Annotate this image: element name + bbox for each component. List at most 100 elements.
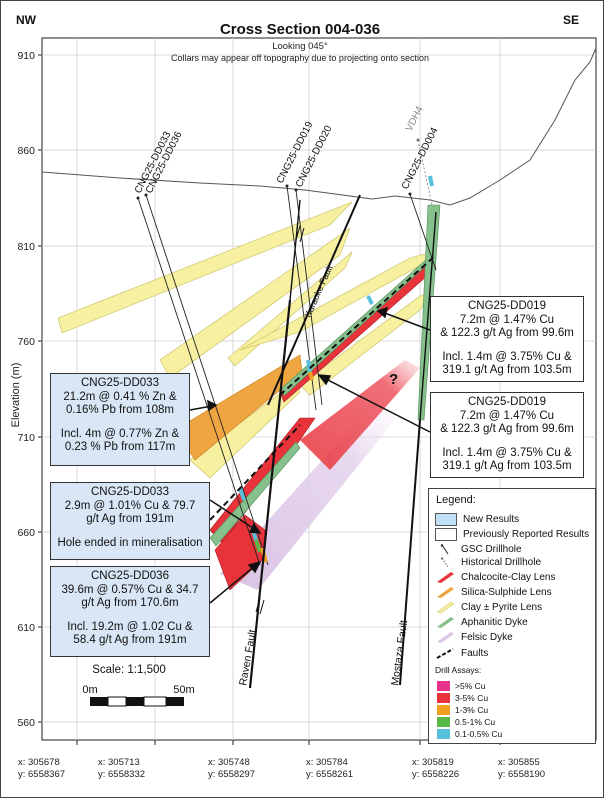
assay-item-gt5: >5% Cu xyxy=(437,680,485,691)
coord-2: x: 305713 y: 6558332 xyxy=(98,757,145,781)
assay-title: Drill Assays: xyxy=(435,665,482,675)
assay-label-1-3: 1-3% Cu xyxy=(455,704,489,715)
legend-label-previous-results: Previously Reported Results xyxy=(463,529,590,540)
callout-dd033-zn-line1: 21.2m @ 0.41 % Zn & xyxy=(63,390,177,403)
fault-arrow-1 xyxy=(295,225,301,241)
legend-item-chalcocite: Chalcocite-Clay Lens xyxy=(435,571,556,584)
dashed-fault-upper xyxy=(279,254,437,396)
callout-dd036-line2: g/t Ag from 170.6m xyxy=(81,597,179,609)
mostaza-fault-line xyxy=(399,419,421,686)
leader-dd019-b-head xyxy=(317,374,332,386)
assay-item-01-05: 0.1-0.5% Cu xyxy=(437,728,502,739)
legend-item-aphanitic: Aphanitic Dyke xyxy=(435,616,528,629)
coord-6-y: y: 6558190 xyxy=(498,769,546,780)
legend-item-historical-drillhole: Historical Drillhole xyxy=(435,556,541,569)
collar-dd033 xyxy=(136,196,140,200)
assay-item-1-3: 1-3% Cu xyxy=(437,704,488,715)
coord-1-x: x: 305678 xyxy=(18,757,60,768)
callout-dd033-cu: CNG25-DD033 2.9m @ 1.01% Cu & 79.7 g/t A… xyxy=(50,482,210,560)
y-label-560: 560 xyxy=(17,717,35,729)
scale-bar xyxy=(90,696,184,707)
scale-seg-1 xyxy=(90,697,108,706)
topography-line xyxy=(41,47,597,206)
callout-dd019-b-line1: 7.2m @ 1.47% Cu xyxy=(459,409,555,422)
legend: Legend: New Results Previously Reported … xyxy=(428,488,596,744)
callout-dd033-zn-line4: 0.23 % Pb from 117m xyxy=(64,441,176,453)
y-axis-title: Elevation (m) xyxy=(10,363,22,428)
scale-seg-3 xyxy=(126,697,144,706)
assay-swatch-3-5 xyxy=(437,692,450,703)
callout-dd033-cu-line3: Hole ended in mineralisation xyxy=(57,536,203,549)
faults-line-icon xyxy=(435,648,455,659)
legend-label-historical-drillhole: Historical Drillhole xyxy=(461,557,542,568)
y-label-610: 610 xyxy=(17,622,35,634)
drillhole-dd036-trace xyxy=(145,194,269,566)
assay-item-05-1: 0.5-1% Cu xyxy=(437,716,495,727)
clay-lens-icon xyxy=(435,601,455,614)
karaoke-fault-line xyxy=(267,194,361,406)
assay-seg-3 xyxy=(254,539,262,553)
gsc-drillhole-line-icon xyxy=(435,544,455,555)
y-label-810: 810 xyxy=(17,241,35,253)
callout-dd033-cu-line2: g/t Ag from 191m xyxy=(86,513,174,525)
legend-item-silica: Silica-Sulphide Lens xyxy=(435,586,552,599)
callout-dd019-b-line3: Incl. 1.4m @ 3.75% Cu & xyxy=(442,446,572,459)
callout-dd033-cu-line1: 2.9m @ 1.01% Cu & 79.7 xyxy=(64,499,196,512)
y-label-760: 760 xyxy=(17,336,35,348)
legend-title: Legend: xyxy=(436,494,476,506)
legend-item-clay: Clay ± Pyrite Lens xyxy=(435,601,542,614)
fault-arrow-2 xyxy=(299,227,305,243)
callout-dd036: CNG25-DD036 39.6m @ 0.57% Cu & 34.7 g/t … xyxy=(50,566,210,657)
callout-dd033-zn-hole: CNG25-DD033 xyxy=(81,377,159,389)
legend-label-new-results: New Results xyxy=(463,514,520,525)
label-vdh4: VDH4 xyxy=(404,104,426,133)
coord-1-y: y: 6558367 xyxy=(18,769,66,780)
callout-leaders xyxy=(189,306,431,604)
dashed-fault-lower xyxy=(209,424,301,521)
coord-5-x: x: 305819 xyxy=(412,757,454,768)
collar-dd036 xyxy=(144,193,148,197)
assay-seg-1 xyxy=(238,487,246,501)
legend-item-gsc-drillhole: GSC Drillhole xyxy=(435,543,522,556)
plot-frame xyxy=(41,37,597,741)
assay-label-05-1: 0.5-1% Cu xyxy=(455,716,496,727)
clay-lens-upper xyxy=(57,201,353,334)
callout-dd033-cu-hole: CNG25-DD033 xyxy=(91,486,169,498)
felsic-dyke-icon xyxy=(435,632,455,643)
leader-dd033-cu xyxy=(209,499,257,531)
previous-results-box-icon xyxy=(435,528,457,541)
legend-item-new-results: New Results xyxy=(435,513,519,526)
chalcocite-lens-icon xyxy=(435,572,455,583)
legend-item-faults: Faults xyxy=(435,647,488,660)
callout-dd019-a-line2: & 122.3 g/t Ag from 99.6m xyxy=(440,327,574,339)
assay-label-01-05: 0.1-0.5% Cu xyxy=(455,728,503,739)
assay-swatch-05-1 xyxy=(437,716,450,727)
drillhole-dd033-trace xyxy=(137,197,261,566)
y-label-910: 910 xyxy=(17,50,35,62)
coord-6-x: x: 305855 xyxy=(498,757,540,768)
callout-dd036-line4: 58.4 g/t Ag from 191m xyxy=(73,634,187,646)
callout-dd019-b: CNG25-DD019 7.2m @ 1.47% Cu & 122.3 g/t … xyxy=(430,392,584,478)
scale-seg-5 xyxy=(166,697,184,706)
coord-2-y: y: 6558332 xyxy=(98,769,146,780)
raven-fault-upper xyxy=(289,199,301,301)
clay-lens-lower-left xyxy=(189,379,301,479)
drillhole-collars xyxy=(136,138,420,200)
legend-item-felsic: Felsic Dyke xyxy=(435,631,513,644)
coord-3-y: y: 6558297 xyxy=(208,769,256,780)
silica-lens-icon xyxy=(435,587,455,598)
legend-label-aphanitic: Aphanitic Dyke xyxy=(461,617,528,628)
legend-item-previous-results: Previously Reported Results xyxy=(435,528,589,541)
historical-drillhole-line-icon xyxy=(435,557,455,568)
callout-dd019-a-line1: 7.2m @ 1.47% Cu xyxy=(459,313,555,326)
y-label-660: 660 xyxy=(17,527,35,539)
collar-vdh4 xyxy=(416,138,420,142)
coord-3-x: x: 305748 xyxy=(208,757,250,768)
callout-dd036-hole: CNG25-DD036 xyxy=(91,570,169,582)
scale-label: Scale: 1:1,500 xyxy=(92,664,166,676)
scale-left-label: 0m xyxy=(82,684,97,696)
direction-se: SE xyxy=(563,13,579,27)
scale-seg-2 xyxy=(107,696,127,707)
faults xyxy=(209,194,437,689)
assay-seg-7 xyxy=(366,295,374,305)
